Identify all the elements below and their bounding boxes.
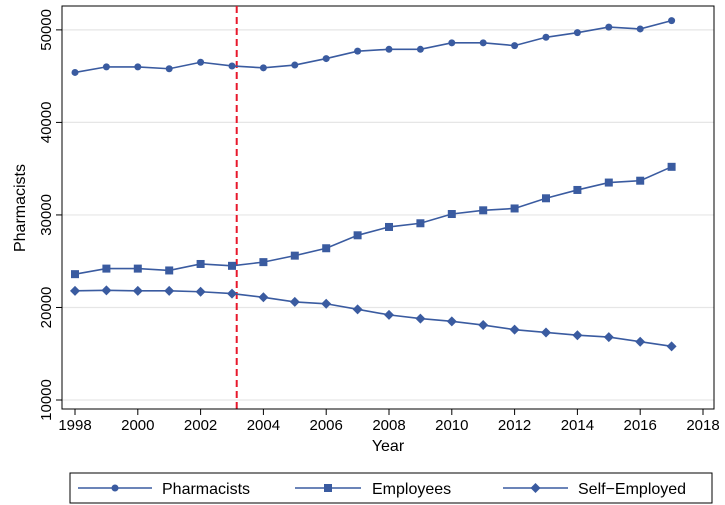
data-point [542,33,550,41]
x-tick-label: 2010 [435,417,468,434]
data-point [290,251,299,260]
data-point [446,316,457,327]
x-tick-label: 1998 [58,417,91,434]
y-axis-title: Pharmacists [12,164,29,252]
y-tick-label: 50000 [38,9,55,51]
data-point [102,63,110,71]
legend-label: Self−Employed [578,481,686,498]
data-point [573,29,581,37]
data-point [291,61,299,69]
data-point [603,332,614,343]
data-point [289,296,300,307]
data-point [134,63,142,71]
y-tick-label: 40000 [38,102,55,144]
x-tick-label: 2000 [121,417,154,434]
series-group [70,17,677,352]
data-point [510,204,519,213]
data-point [636,176,645,185]
series-2 [71,162,676,279]
data-point [322,244,331,253]
legend: Pharmacists Employees Self−Employed [69,472,713,504]
y-tick-label: 20000 [38,287,55,329]
data-point [605,23,613,31]
data-point [196,259,205,268]
legend-marker [530,483,541,493]
data-point [416,45,424,53]
x-axis-title: Year [372,438,405,455]
data-point [385,45,393,53]
data-point [197,58,205,66]
data-point [511,42,519,50]
data-point [70,285,80,296]
data-point [164,285,175,296]
data-point [635,336,646,347]
data-point [353,231,362,240]
data-point [133,264,142,273]
data-point [604,178,613,187]
data-point [572,330,583,341]
legend-box [69,472,713,504]
x-tick-label: 2008 [372,417,405,434]
data-point [354,47,362,55]
data-point [479,206,488,215]
y-tick-label: 10000 [38,379,55,421]
legend-marker [324,484,332,492]
data-point [636,25,644,33]
data-point [666,341,677,352]
data-point [102,264,111,273]
data-point [416,219,425,228]
data-point [132,285,143,296]
data-point [479,39,487,47]
data-point [228,62,236,70]
x-tick-label: 2018 [686,417,719,434]
y-tick-label: 30000 [38,194,55,236]
data-point [384,309,394,320]
data-point [321,298,332,309]
data-point [195,286,206,297]
data-point [447,210,456,219]
legend-label: Pharmacists [162,481,250,498]
x-tick-label: 2006 [310,417,343,434]
data-point [478,320,489,331]
data-point [668,17,676,25]
data-point [322,55,330,63]
x-tick-label: 2012 [498,417,531,434]
grid-lines [62,29,714,401]
x-tick-label: 2004 [247,417,280,434]
data-point [385,222,393,231]
x-tick-label: 2014 [561,417,594,434]
data-point [71,270,79,279]
legend-marker [111,484,119,492]
data-point [573,185,582,194]
series-3 [70,285,677,352]
data-point [165,266,174,275]
data-point [258,292,269,303]
data-point [542,194,550,203]
data-point [448,39,456,47]
legend-label: Employees [372,481,451,498]
series-line [74,289,672,348]
data-point [227,288,237,299]
series-line [74,166,672,275]
data-point [541,327,551,338]
data-point [228,261,236,270]
data-point [101,285,112,296]
data-point [667,162,676,171]
data-point [352,304,363,315]
series-line [74,19,672,74]
series-1 [71,17,676,76]
data-point [415,313,426,324]
data-point [259,258,268,267]
data-point [165,65,173,73]
axes: 10000 20000 30000 40000 50000 1998 2000 2002 200… [38,6,720,434]
data-point [259,64,267,72]
x-tick-label: 2016 [624,417,657,434]
x-tick-label: 2002 [184,417,217,434]
data-point [71,68,79,76]
data-point [509,324,520,335]
